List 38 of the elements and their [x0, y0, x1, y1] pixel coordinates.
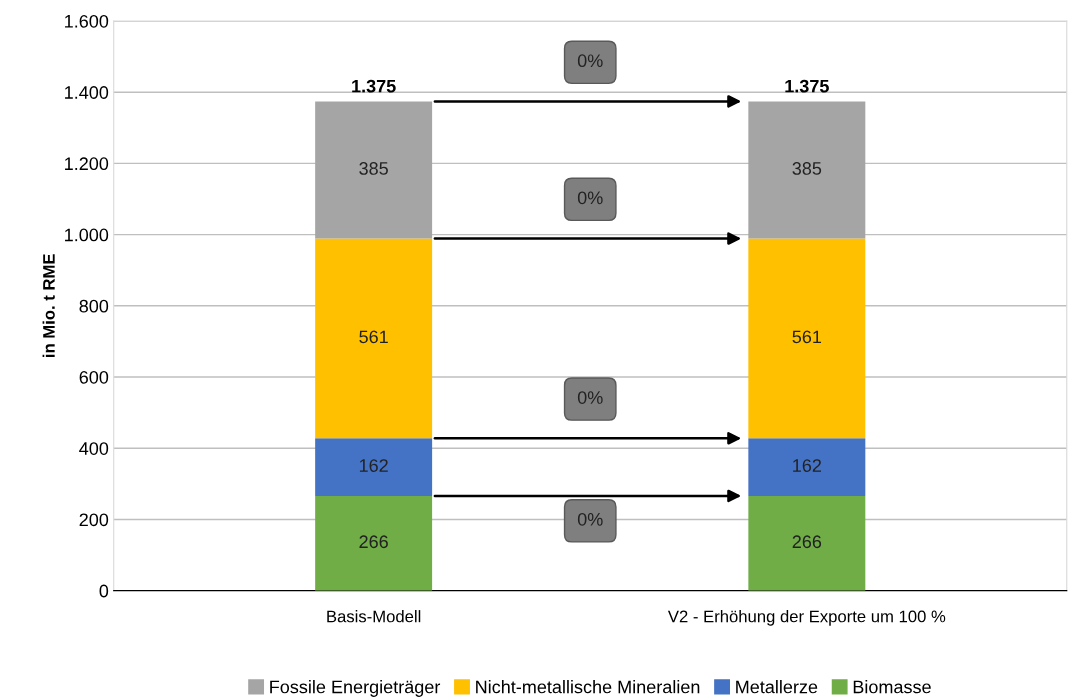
- y-tick-label: 1.400: [65, 86, 109, 99]
- bar: [315, 101, 433, 239]
- bar: [748, 101, 866, 239]
- y-tick-label: 1.000: [65, 228, 109, 242]
- bar: [315, 495, 433, 591]
- y-axis-title: in Mio. t RME: [42, 254, 55, 357]
- legend-label: Fossile Energieträger: [270, 680, 441, 697]
- y-tick-label: 1.600: [65, 14, 109, 28]
- y-tick-label: 400: [79, 442, 109, 455]
- legend-label: Metallerze: [736, 680, 818, 694]
- annotation: 0%: [577, 391, 603, 404]
- y-tick-label: 600: [79, 370, 109, 384]
- data-label: 162: [793, 459, 821, 472]
- bar: [315, 238, 433, 439]
- total-label: 1.375: [785, 79, 829, 93]
- annotation: 0%: [577, 191, 603, 205]
- bar: [315, 438, 433, 496]
- annotation: 0%: [577, 512, 603, 526]
- y-tick-label: 1.200: [65, 157, 109, 171]
- data-label: 385: [792, 162, 822, 175]
- data-label: 385: [359, 162, 388, 175]
- x-tick-label: Basis-Modell: [327, 610, 421, 623]
- total-label: 1.375: [352, 79, 396, 93]
- y-tick-label: 0: [99, 584, 109, 598]
- bar: [748, 238, 866, 439]
- y-tick-label: 800: [79, 299, 109, 313]
- data-label: 561: [792, 330, 822, 344]
- data-label: 561: [359, 330, 388, 344]
- y-tick-label: 200: [79, 513, 109, 527]
- data-label: 162: [359, 459, 388, 472]
- x-tick-label: V2 - Erhöhung der Exporte um 100 %: [667, 610, 946, 626]
- legend-label: Biomasse: [853, 680, 931, 694]
- legend-label: Nicht-metallische Mineralien: [476, 680, 700, 694]
- data-label: 266: [359, 535, 388, 549]
- bar: [748, 495, 866, 591]
- data-label: 266: [792, 535, 822, 549]
- bar: [748, 438, 866, 496]
- annotation: 0%: [577, 54, 603, 68]
